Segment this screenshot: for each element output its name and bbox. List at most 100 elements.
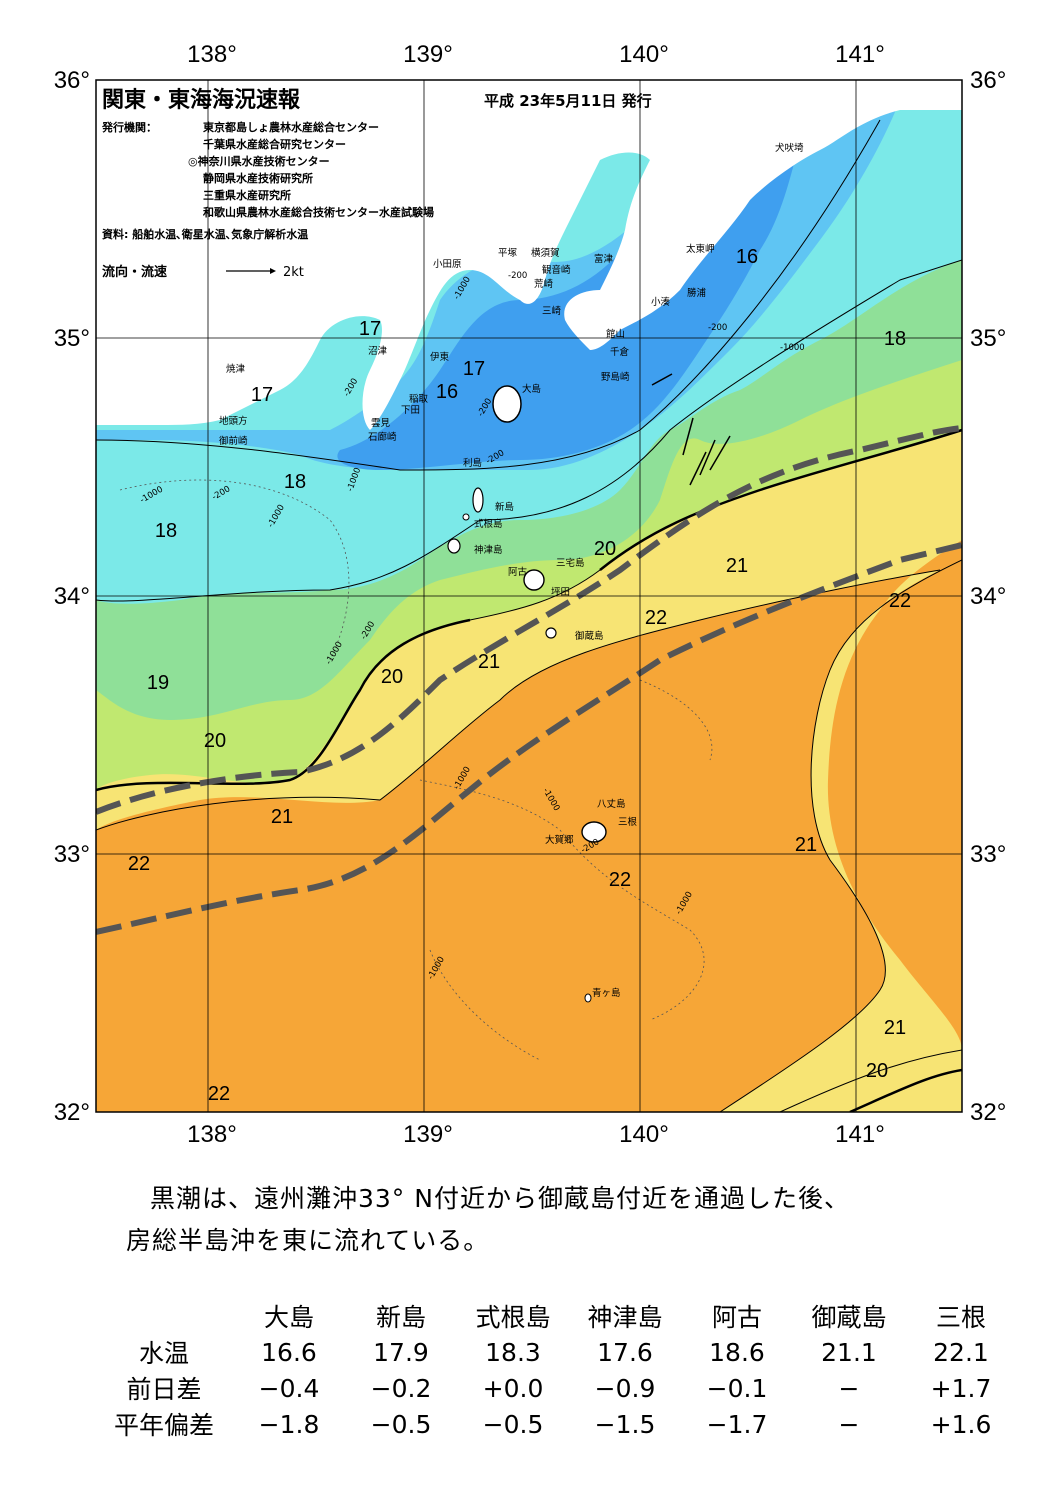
place-label: 石廊崎 (368, 431, 397, 443)
column-header: 式根島 (475, 1303, 551, 1332)
lat-tick: 36° (54, 67, 90, 94)
place-label: 御蔵島 (575, 630, 604, 642)
isotherm-label: 18 (284, 471, 306, 493)
place-label: 沼津 (368, 346, 388, 357)
place-label: 小田原 (433, 259, 462, 270)
lon-axis-bottom: 138° 139° 140° 141° (187, 1121, 885, 1148)
graticule (96, 80, 962, 1112)
place-label: 大島 (522, 383, 541, 395)
lat-tick: 33° (970, 841, 1006, 868)
place-label: 三崎 (542, 305, 562, 317)
lon-tick: 140° (619, 41, 669, 68)
table-header-row: 大島 新島 式根島 神津島 阿古 御蔵島 三根 (95, 1298, 1017, 1334)
place-label: 下田 (401, 405, 420, 416)
isotherm-label: 17 (251, 384, 273, 406)
column-header: 新島 (375, 1303, 426, 1332)
isotherm-label: 22 (609, 869, 631, 891)
place-label: 神津島 (474, 544, 503, 556)
place-label: 雲見 (371, 418, 391, 429)
isotherm-label: 21 (271, 806, 293, 828)
depth-label: -1000 (780, 343, 805, 353)
isotherm-label: 22 (128, 853, 150, 875)
table-row: 水温 16.6 17.9 18.3 17.6 18.6 21.1 22.1 (95, 1334, 1017, 1370)
isotherm-label: 19 (147, 672, 169, 694)
publisher-list: 東京都島しょ農林水産総合センター 千葉県水産総合研究センター ◎神奈川県水産技術… (188, 120, 434, 219)
place-label: 犬吠埼 (775, 142, 804, 154)
table-cell: 22.1 (933, 1337, 989, 1367)
lat-tick: 32° (970, 1099, 1006, 1126)
table-cell: 17.9 (373, 1337, 429, 1367)
table-corner (95, 1298, 233, 1334)
place-label: 伊東 (430, 351, 450, 363)
place-label: 勝浦 (687, 287, 707, 299)
publisher: 東京都島しょ農林水産総合センター (203, 120, 379, 134)
sea-temperature-map: 138° 139° 140° 141° 138° 139° 140° 141° … (54, 41, 1007, 1148)
table-cell: 16.6 (261, 1337, 317, 1367)
place-label: 平塚 (498, 248, 518, 259)
table-row: 平年偏差 −1.8 −0.5 −0.5 −1.5 −1.7 − +1.6 (95, 1406, 1017, 1442)
island-oshima (492, 385, 522, 423)
table-row: 前日差 −0.4 −0.2 +0.0 −0.9 −0.1 − +1.7 (95, 1370, 1017, 1406)
isotherm-label: 20 (594, 538, 616, 560)
table-cell: 18.3 (485, 1337, 541, 1367)
lon-axis-top: 138° 139° 140° 141° (187, 41, 885, 68)
place-label: 式根島 (474, 518, 503, 530)
lat-tick: 35° (970, 325, 1006, 352)
table-cell: −0.1 (706, 1373, 768, 1403)
isotherm-label-group: 16 16 17 17 17 18 18 18 19 20 20 20 20 2… (128, 246, 911, 1105)
isotherm-label: 16 (736, 246, 758, 268)
flow-legend-arrowhead (270, 268, 276, 274)
island-mikurajima (545, 627, 557, 639)
table-cell: −1.8 (258, 1409, 320, 1439)
island-niijima (472, 487, 484, 513)
table-cell: +1.7 (930, 1373, 992, 1403)
table-cell: − (838, 1409, 860, 1439)
place-label: 太東岬 (686, 243, 715, 255)
place-label: 阿古 (508, 566, 528, 578)
column-header: 大島 (263, 1303, 314, 1332)
place-label-group: 犬吠埼 太東岬 勝浦 小湊 富津 横須賀 平塚 観音崎 荒崎 三崎 館山 千倉 … (219, 142, 804, 999)
isotherm-label: 17 (359, 318, 381, 340)
isotherm-label: 20 (866, 1060, 888, 1082)
place-label: 焼津 (226, 363, 246, 375)
summary-line: 房総半島沖を東に流れている。 (126, 1226, 490, 1255)
publisher: 和歌山県農林水産総合技術センター水産試験場 (203, 205, 434, 219)
place-label: 八丈島 (597, 798, 626, 810)
place-label: 観音崎 (542, 264, 571, 276)
place-label: 野島崎 (601, 371, 630, 383)
map-title: 関東・東海海況速報 (102, 87, 301, 113)
table-cell: −0.9 (594, 1373, 656, 1403)
lat-tick: 32° (54, 1099, 90, 1126)
table-cell: 21.1 (821, 1337, 877, 1367)
isotherm-label: 22 (208, 1083, 230, 1105)
publisher: 三重県水産研究所 (203, 188, 291, 202)
island-kozushima (447, 538, 461, 554)
lat-tick: 35° (54, 325, 90, 352)
table-cell: 17.6 (597, 1337, 653, 1367)
table-cell: +1.6 (930, 1409, 992, 1439)
island-aogashima (584, 993, 592, 1003)
flow-arrows (651, 373, 731, 486)
publisher: 静岡県水産技術研究所 (203, 171, 313, 185)
observation-table: 大島 新島 式根島 神津島 阿古 御蔵島 三根 水温 16.6 17.9 18.… (95, 1298, 1017, 1442)
column-header: 三根 (935, 1303, 986, 1332)
place-label: 三根 (618, 816, 638, 828)
lat-tick: 34° (54, 583, 90, 610)
data-sources: 資料: 船舶水温､衛星水温､気象庁解析水温 (102, 227, 308, 241)
isotherm-label: 21 (478, 651, 500, 673)
isotherm-label: 16 (436, 381, 458, 403)
lon-tick: 139° (403, 1121, 453, 1148)
island-hachijojima (581, 821, 607, 843)
temperature-fields (96, 80, 962, 1112)
column-header: 御蔵島 (811, 1303, 887, 1332)
place-label: 青ヶ島 (592, 987, 621, 999)
issue-date: 平成 23年5月11日 発行 (484, 92, 652, 110)
isotherm-label: 21 (884, 1017, 906, 1039)
publisher: 千葉県水産総合研究センター (203, 137, 346, 151)
row-header: 前日差 (126, 1375, 202, 1404)
lon-tick: 139° (403, 41, 453, 68)
lat-tick: 36° (970, 67, 1006, 94)
lat-tick: 33° (54, 841, 90, 868)
isotherm-20-bold (96, 428, 962, 1112)
place-label: 坪田 (551, 586, 570, 598)
